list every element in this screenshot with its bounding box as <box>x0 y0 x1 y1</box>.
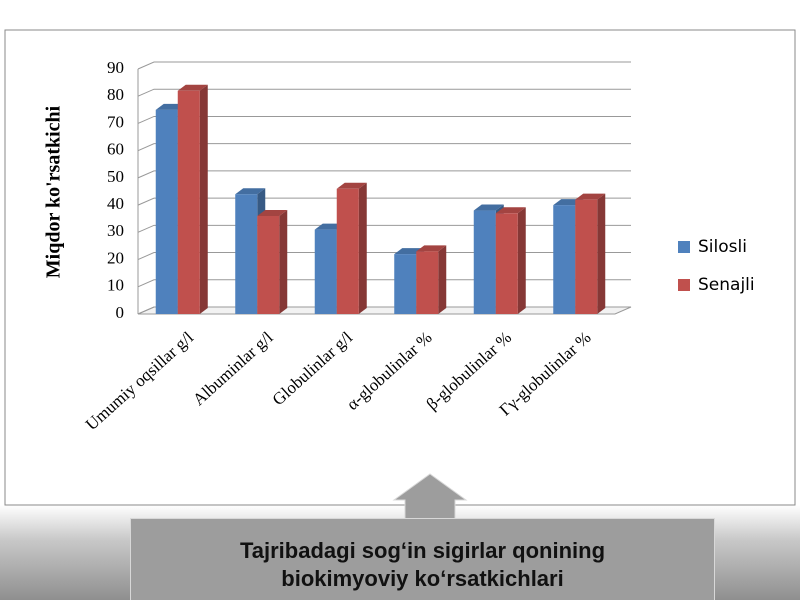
grid-line <box>137 88 631 97</box>
y-tick-label: 90 <box>107 58 124 77</box>
bar <box>473 210 496 314</box>
legend-label: Silosli <box>698 237 747 257</box>
bar <box>575 199 598 314</box>
y-tick-label: 20 <box>107 248 124 267</box>
legend-label: Senajli <box>698 275 755 295</box>
bar <box>553 205 576 314</box>
bar-top <box>575 193 606 200</box>
bar <box>394 254 417 314</box>
bar-top <box>495 207 526 214</box>
grid-line <box>137 224 631 233</box>
bar-side <box>358 182 367 314</box>
grid-line <box>137 252 631 261</box>
bar <box>336 188 359 314</box>
y-tick-label: 30 <box>107 221 124 240</box>
bar <box>235 194 258 314</box>
bar-side <box>279 210 288 314</box>
bar-top <box>416 245 447 252</box>
bar-top <box>177 84 208 91</box>
bar <box>177 90 200 315</box>
bar-top <box>257 210 288 216</box>
bar-top <box>336 182 367 189</box>
grid-line <box>137 306 631 315</box>
bar <box>416 251 439 314</box>
y-tick-label: 50 <box>107 167 124 186</box>
bar-side <box>517 207 526 314</box>
grid-line <box>137 170 631 179</box>
y-tick-label: 40 <box>107 194 124 213</box>
bar-top <box>473 204 504 211</box>
grid-line <box>137 279 631 288</box>
bar <box>155 109 178 314</box>
legend-swatch <box>678 241 690 253</box>
bar-side <box>438 245 447 314</box>
bar-side <box>597 193 606 314</box>
caption: Tajribadagi sog‘in sigirlar qonining bio… <box>130 518 715 600</box>
y-tick-label: 10 <box>107 276 124 295</box>
y-tick-label: 70 <box>107 112 124 131</box>
y-tick-label: 0 <box>116 303 125 322</box>
grid-line <box>137 115 631 124</box>
bar <box>495 213 518 314</box>
legend-swatch <box>678 279 690 291</box>
grid-line <box>137 197 631 206</box>
y-axis-label: Miqdor ko'rsatkichi <box>43 105 65 278</box>
bar <box>257 216 280 314</box>
y-tick-label: 80 <box>107 85 124 104</box>
grid-line <box>137 61 631 70</box>
bar-side <box>199 84 208 315</box>
y-tick-label: 60 <box>107 140 124 159</box>
grid-line <box>137 143 631 152</box>
bar <box>314 229 337 314</box>
bar-top <box>235 188 266 195</box>
arrow <box>392 473 468 521</box>
